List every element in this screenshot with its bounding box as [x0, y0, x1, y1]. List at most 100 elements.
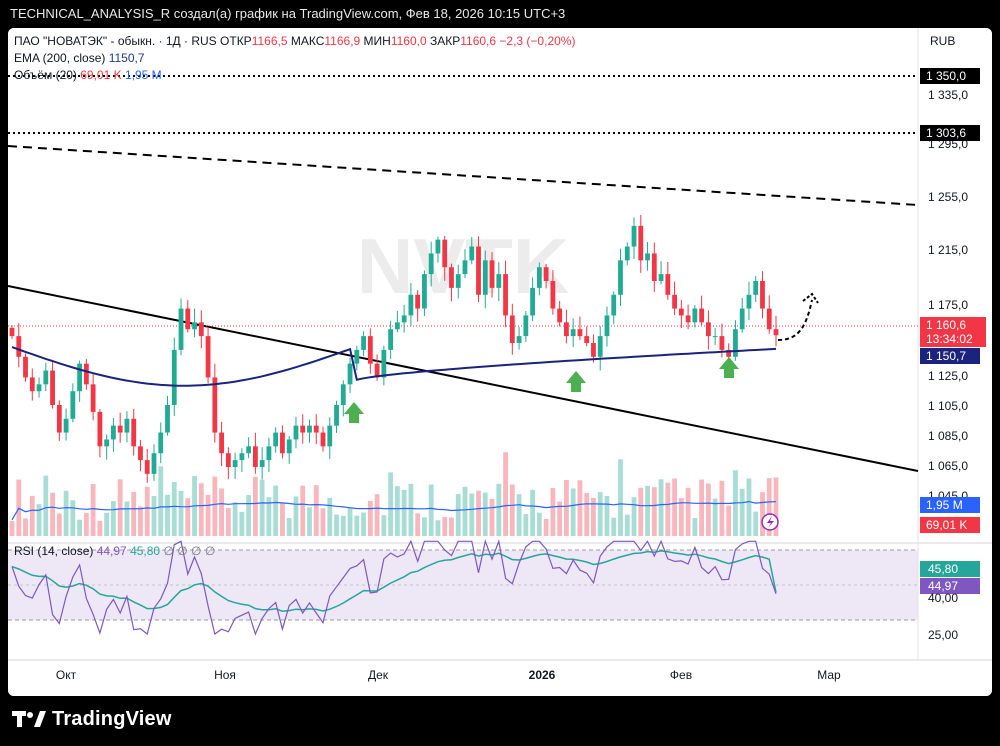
rsi-ma-value: 45,80	[130, 544, 161, 558]
volume-bar	[705, 483, 711, 536]
candle-body	[496, 274, 502, 288]
lightning-icon[interactable]	[761, 513, 779, 531]
candle-body	[313, 425, 319, 433]
volume-bar	[273, 485, 279, 536]
rsi-band	[8, 550, 918, 620]
candle-body	[631, 225, 637, 247]
candle-body	[151, 453, 157, 474]
volume-bar	[29, 495, 35, 536]
volume-bar	[307, 507, 312, 536]
candle-body	[361, 336, 366, 350]
candle-body	[604, 315, 610, 337]
volume-bar	[455, 494, 461, 536]
volume-bar	[239, 511, 245, 536]
projection-path[interactable]	[777, 299, 813, 341]
volume-bar	[611, 517, 617, 536]
candle-body	[178, 308, 184, 350]
resistance-trendline[interactable]	[8, 145, 919, 206]
volume-bars	[9, 452, 779, 536]
candle-body	[104, 439, 110, 447]
candle-body	[651, 253, 657, 281]
high-value: 1166,9	[324, 34, 361, 48]
volume-bar	[151, 495, 157, 536]
buy-arrow-2[interactable]	[566, 371, 586, 392]
candle-body	[124, 418, 130, 433]
support-trendline[interactable]	[8, 285, 919, 472]
ema-label-bg	[920, 348, 980, 364]
candle-body	[624, 246, 630, 261]
candle-body	[773, 329, 779, 336]
candle-body	[83, 363, 89, 385]
price-tick: 1 085,0	[928, 429, 968, 443]
candle-body	[557, 308, 563, 323]
volume-bar	[171, 482, 177, 536]
ema-axis-label: 1 150,7	[926, 349, 966, 363]
volume-bar	[347, 507, 353, 536]
time-axis[interactable]: Окт Ноя Дек 2026 Фев Мар	[56, 668, 841, 682]
candle-body	[516, 336, 522, 343]
candle-body	[766, 308, 772, 330]
volume-bar	[645, 485, 650, 536]
candle-body	[442, 239, 448, 268]
candle-body	[401, 315, 407, 323]
candle-body	[678, 308, 684, 316]
volume-bar	[388, 472, 394, 536]
candle-body	[672, 294, 677, 309]
rsi-axis[interactable]: 45,80 44,97 40,00 25,00	[920, 561, 980, 642]
open-value: 1166,5	[251, 34, 288, 48]
volume-bar	[77, 519, 83, 536]
time-label-2026: 2026	[529, 668, 556, 682]
volume-bar	[624, 514, 630, 536]
buy-arrow-3[interactable]	[719, 357, 739, 378]
candle-body	[591, 343, 596, 357]
volume-bar	[442, 517, 448, 536]
rsi-legend[interactable]: RSI (14, close) 44,97 45,80 ∅ ∅ ∅ ∅	[14, 544, 215, 558]
candle-body	[259, 460, 265, 467]
candle-body	[388, 329, 394, 350]
volume-bar	[313, 485, 319, 536]
volume-bar	[63, 490, 69, 536]
candle-body	[658, 274, 664, 281]
candle-body	[739, 308, 745, 330]
price-axis[interactable]: 1 335,0 1 295,0 1 255,0 1 215,0 1 175,0 …	[920, 68, 986, 533]
candle-body	[428, 253, 434, 275]
volume-bar	[9, 521, 15, 536]
volume-bar	[327, 497, 333, 536]
volume-bar	[334, 514, 339, 536]
volume-bar	[50, 492, 55, 536]
candle-body	[158, 432, 164, 454]
price-tick: 1 175,0	[928, 298, 968, 312]
volume-legend[interactable]: Объём (20) 69,01 K 1,95 M	[14, 68, 162, 82]
footer[interactable]: TradingView	[12, 706, 172, 732]
candle-body	[469, 246, 475, 261]
volume-bar	[699, 479, 705, 536]
candle-body	[29, 377, 35, 392]
candle-body	[692, 308, 698, 323]
candle-body	[90, 384, 96, 412]
chart-canvas[interactable]: NVTK	[8, 28, 992, 696]
volume-bar	[90, 484, 96, 536]
candle-body	[340, 384, 346, 405]
volume-bar	[97, 520, 103, 536]
volume-bar	[23, 518, 28, 536]
candle-body	[43, 370, 49, 385]
ema-legend[interactable]: EMA (200, close) 1150,7	[14, 51, 145, 65]
candle-body	[455, 274, 461, 288]
chart-panel[interactable]: NVTK	[8, 28, 992, 696]
candle-body	[422, 274, 427, 309]
candle-body	[665, 274, 671, 295]
low-label: МИН	[363, 34, 391, 48]
candle-body	[225, 453, 231, 467]
volume-bar	[570, 488, 576, 536]
candle-body	[381, 349, 387, 378]
tradingview-brand: TradingView	[52, 707, 172, 730]
candle-body	[705, 322, 711, 337]
buy-arrow-1[interactable]	[344, 402, 364, 423]
volume-bar	[198, 483, 204, 536]
volume-bar	[489, 498, 495, 536]
candle-body	[219, 432, 224, 454]
symbol-legend[interactable]: ПАО "НОВАТЭК" - обыкн. · 1Д · RUS ОТКР11…	[14, 34, 575, 48]
volume-bar	[692, 517, 698, 536]
volume-bar	[753, 511, 759, 536]
volume-bar	[232, 502, 238, 536]
